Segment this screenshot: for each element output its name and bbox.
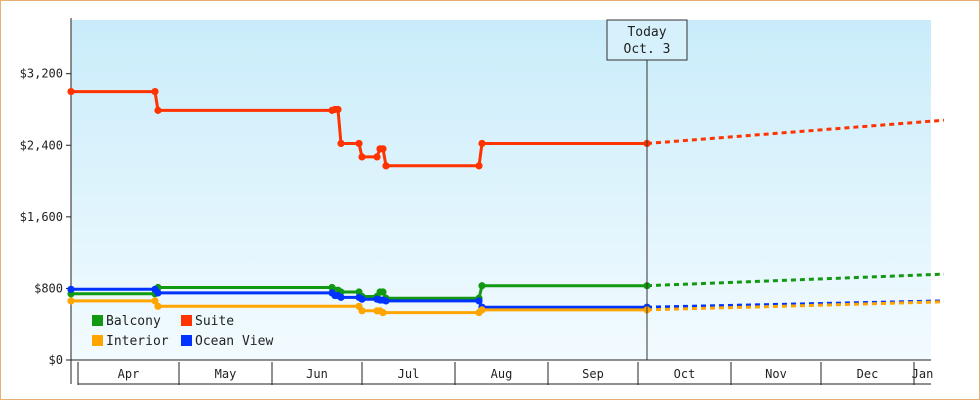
x-month-label: May	[215, 367, 237, 381]
data-point	[67, 297, 75, 305]
data-point	[475, 162, 483, 170]
x-month-label: Sep	[582, 367, 604, 381]
data-point	[151, 87, 159, 96]
data-point	[382, 297, 390, 305]
x-month-label: Dec	[857, 367, 879, 381]
legend-label: Ocean View	[195, 334, 273, 349]
data-point	[334, 105, 342, 114]
data-point	[67, 285, 75, 293]
x-month-label: Nov	[765, 367, 787, 381]
legend-swatch	[181, 315, 192, 326]
y-tick-label: $0	[49, 353, 63, 367]
data-point	[154, 106, 162, 114]
data-point	[337, 139, 345, 148]
data-point	[151, 297, 159, 305]
x-month-label: Aug	[491, 367, 513, 381]
plot-area	[71, 20, 931, 360]
x-month-label: Jul	[398, 367, 420, 381]
forecast-line-balcony	[646, 272, 945, 288]
legend-swatch	[92, 315, 103, 326]
data-point	[337, 293, 345, 301]
today-label: Today	[627, 25, 666, 40]
y-tick-label: $3,200	[20, 67, 63, 81]
data-point	[379, 145, 387, 153]
legend-swatch	[181, 335, 192, 346]
data-point	[358, 295, 366, 303]
today-box	[606, 19, 688, 61]
x-month-label: Jun	[306, 367, 328, 381]
data-point	[358, 307, 366, 315]
today-date-label: Oct. 3	[624, 42, 671, 57]
data-point	[478, 282, 486, 290]
data-point	[67, 87, 75, 96]
legend-label: Suite	[195, 314, 234, 329]
y-tick-label: $1,600	[20, 210, 63, 224]
data-point	[475, 297, 483, 305]
legend-swatch	[92, 335, 103, 346]
forecast-line-suite	[646, 118, 945, 145]
legend-label: Balcony	[106, 314, 161, 329]
x-month-label: Oct	[674, 367, 696, 381]
data-point	[355, 139, 363, 148]
data-point	[478, 139, 486, 148]
x-month-label: Apr	[118, 367, 140, 381]
forecast-line-interior	[646, 300, 945, 312]
series-line-suite	[71, 90, 647, 168]
y-tick-label: $800	[34, 281, 63, 295]
data-point	[373, 153, 381, 161]
legend-label: Interior	[106, 334, 169, 349]
data-point	[379, 308, 387, 317]
y-tick-label: $2,400	[20, 138, 63, 152]
data-point	[478, 306, 486, 314]
data-point	[358, 153, 366, 161]
x-month-label: Jan	[912, 367, 934, 381]
data-point	[379, 288, 387, 296]
data-point	[382, 162, 390, 170]
data-point	[154, 289, 162, 297]
data-point	[154, 302, 162, 310]
